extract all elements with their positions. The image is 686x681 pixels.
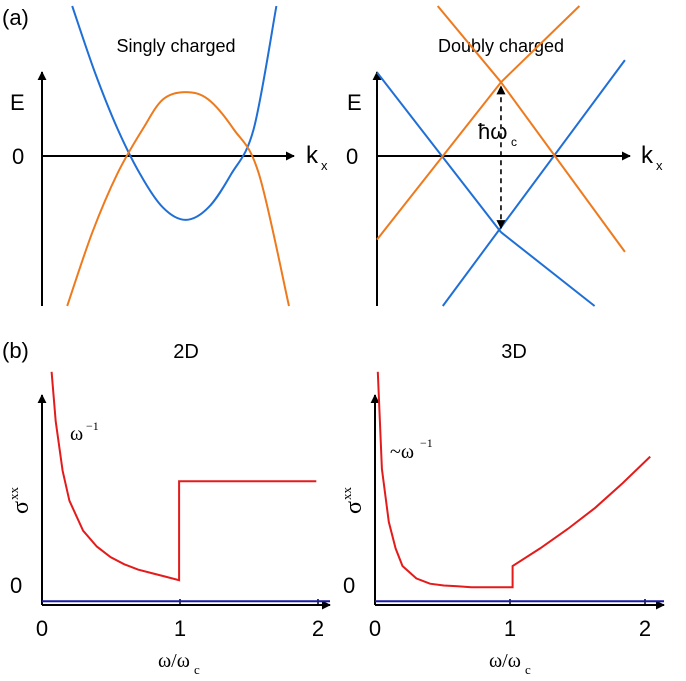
x-axis-label: k <box>641 142 654 169</box>
y-axis-label-group: σ xx <box>6 487 34 515</box>
panel-title: 3D <box>501 341 527 363</box>
panel-title: 2D <box>173 341 199 363</box>
zero-label: 0 <box>346 144 358 169</box>
x-axis-label-sub: c <box>194 662 200 677</box>
annotation-sub: c <box>511 135 517 149</box>
x-axis-label: k <box>306 142 319 169</box>
zero-label: 0 <box>343 573 355 598</box>
x-tick-label: 0 <box>36 616 48 641</box>
panel-title: Singly charged <box>116 36 235 56</box>
x-tick-label: 1 <box>174 616 186 641</box>
y-axis-label-sup: xx <box>6 487 21 501</box>
series-orange-line-1 <box>376 81 502 241</box>
zero-label: 0 <box>12 144 24 169</box>
series-blue-line-3 <box>500 231 596 307</box>
series-orange-line-4 <box>500 5 581 83</box>
series-blue-line-2 <box>441 59 626 307</box>
x-axis-label-sub: x <box>656 158 663 173</box>
x-axis-label-sub: x <box>321 158 328 173</box>
panel-a-doubly: Doubly charged E 0 k x ħω c <box>346 5 663 307</box>
x-axis-label: ω/ω <box>158 650 190 672</box>
y-axis-label: σ <box>8 501 34 514</box>
series-orange-line-2 <box>436 5 502 83</box>
panel-b-2d: (b) 2D 0 1 2 ω/ω c 0 σ xx ω −1 <box>2 338 331 677</box>
series-blue-line-1 <box>376 71 502 233</box>
x-tick-label: 0 <box>369 616 381 641</box>
annotation-hbar-omega: ħω <box>478 119 507 144</box>
annotation-omega: ω <box>70 423 83 445</box>
y-axis-label: E <box>347 90 362 115</box>
series-red-conductivity <box>376 371 651 589</box>
zero-label: 0 <box>10 573 22 598</box>
y-axis-label: E <box>10 90 25 115</box>
annotation-sup: −1 <box>86 419 99 433</box>
x-tick-label: 2 <box>639 616 651 641</box>
x-tick-label: 2 <box>312 616 324 641</box>
y-axis-label-sup: xx <box>339 487 354 501</box>
series-orange-parabola <box>66 91 290 307</box>
annotation-sup: −1 <box>420 436 433 450</box>
series-red-conductivity <box>50 371 317 582</box>
series-blue-parabola <box>71 5 278 221</box>
panel-label-b: (b) <box>2 338 29 363</box>
panel-a-singly: (a) Singly charged E 0 k x <box>2 5 328 307</box>
x-tick-label: 1 <box>504 616 516 641</box>
y-axis-label-group: σ xx <box>339 487 367 515</box>
panel-label-a: (a) <box>2 5 29 30</box>
series-orange-line-3 <box>500 81 626 253</box>
x-axis-label: ω/ω <box>489 650 521 672</box>
annotation-approx-omega: ~ω <box>390 441 414 463</box>
panel-b-3d: 3D 0 1 2 ω/ω c 0 σ xx ~ω −1 <box>339 341 665 677</box>
y-axis-label: σ <box>341 501 367 514</box>
x-axis-label-sub: c <box>525 662 531 677</box>
